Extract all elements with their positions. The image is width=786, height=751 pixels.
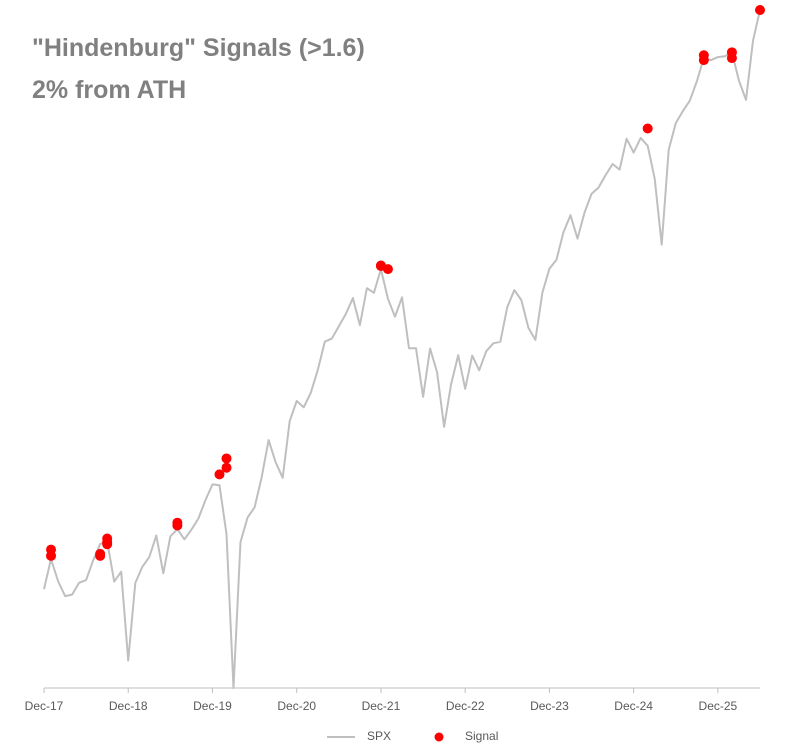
x-tick-label: Dec-19 xyxy=(193,699,232,713)
x-tick-label: Dec-25 xyxy=(699,699,738,713)
signal-point xyxy=(214,469,225,480)
signal-point xyxy=(95,548,106,559)
x-tick-label: Dec-22 xyxy=(446,699,485,713)
x-tick-label: Dec-20 xyxy=(277,699,316,713)
signal-point xyxy=(172,517,183,528)
signal-point xyxy=(102,533,113,544)
x-tick-label: Dec-21 xyxy=(362,699,401,713)
signal-point xyxy=(755,5,765,15)
x-tick-label: Dec-23 xyxy=(530,699,569,713)
legend-label: Signal xyxy=(465,729,498,743)
x-tick-label: Dec-18 xyxy=(109,699,148,713)
signal-point xyxy=(698,55,709,66)
signal-point xyxy=(726,53,737,64)
legend-marker xyxy=(434,732,444,742)
chart-subtitle: 2% from ATH xyxy=(32,76,186,104)
x-tick-label: Dec-24 xyxy=(614,699,653,713)
chart-title: "Hindenburg" Signals (>1.6) xyxy=(32,34,365,62)
signal-point xyxy=(46,550,57,561)
spx-line xyxy=(43,9,761,689)
signal-point xyxy=(642,123,653,134)
signal-point xyxy=(221,462,232,473)
legend-label: SPX xyxy=(367,729,391,743)
signal-point xyxy=(382,264,393,275)
signal-point xyxy=(221,453,232,464)
x-tick-label: Dec-17 xyxy=(25,699,64,713)
